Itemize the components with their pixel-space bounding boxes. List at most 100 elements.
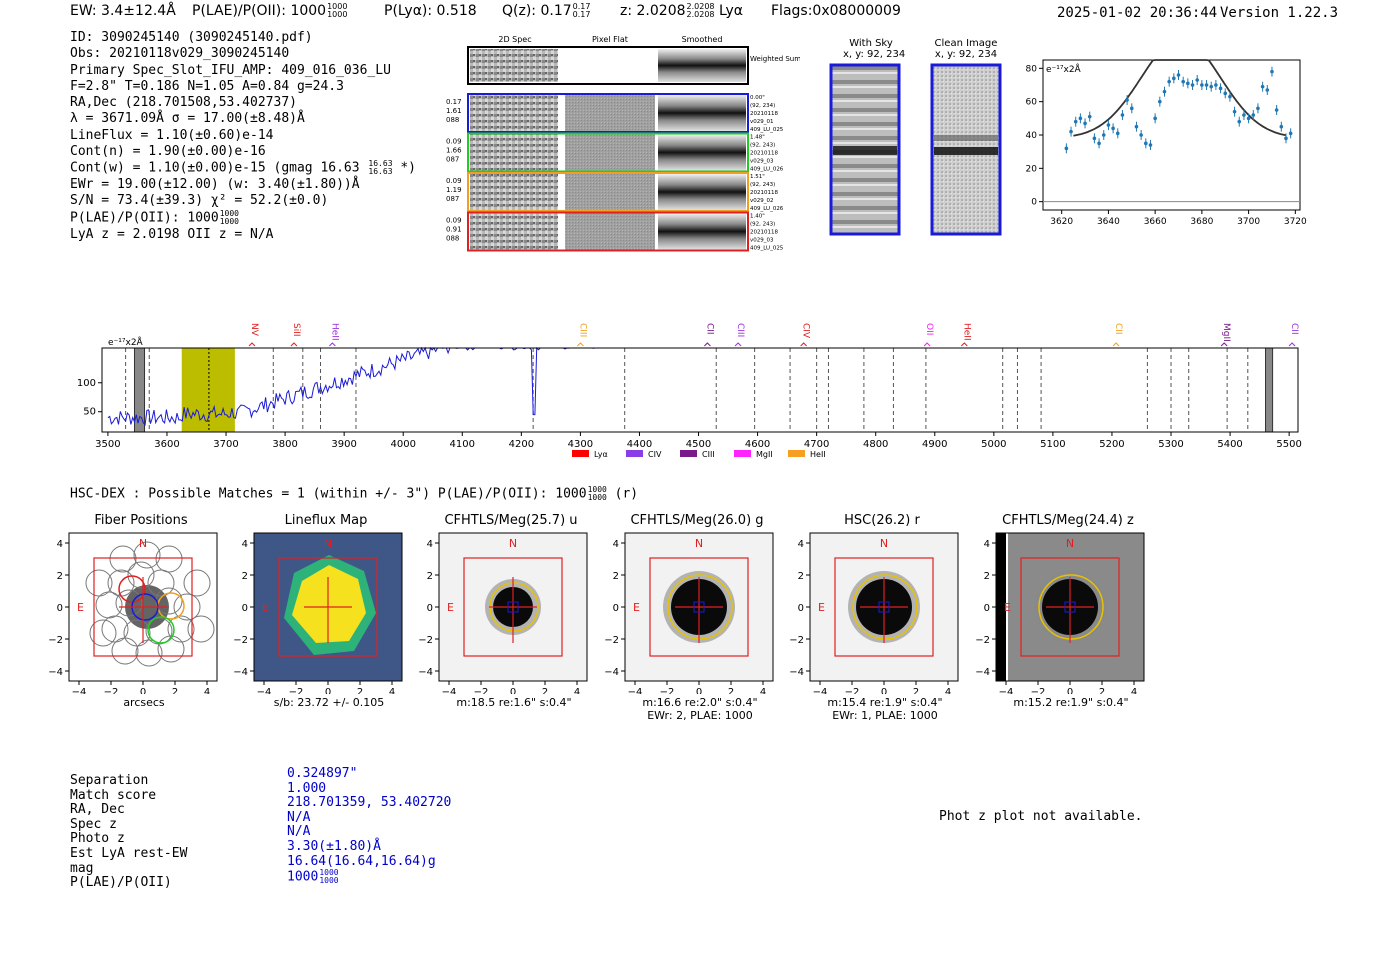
- panel-ytick-label-2-4: −4: [418, 667, 433, 678]
- clean-image-band: [934, 135, 998, 141]
- match-value-specz: N/A: [287, 809, 311, 825]
- panel-ytick-label-0-0: 4: [57, 539, 63, 550]
- match-value-photoz: N/A: [287, 824, 311, 840]
- zoom-point-6: [1092, 136, 1097, 141]
- cutout-right-3-0: 1.40": [750, 214, 765, 220]
- zoom-point-10: [1111, 126, 1115, 131]
- cutout-smooth-0: [658, 95, 746, 131]
- full-spectrum-chart: NV SiII HeII CIII CII CIII CIV OII HeII CII MgII CI…: [77, 323, 1302, 459]
- spectrum-xtick-label-0: 3500: [95, 439, 120, 450]
- spectrum-xtick-label-12: 4700: [804, 439, 829, 450]
- spectrum-xtick-label-2: 3700: [213, 439, 238, 450]
- spectrum-line-label-3: CIII: [577, 323, 587, 337]
- panel-xtick-label-5-2: 0: [1067, 687, 1073, 694]
- panel-ytick-label-4-4: −4: [789, 667, 804, 678]
- aperture-box-5: [1020, 557, 1120, 657]
- panel-title-0: Fiber Positions: [94, 513, 188, 528]
- panel-4: N E −4 −2 0 2 4 4 2 0 −2 −4: [789, 532, 959, 694]
- cutout-left-0-0: 0.17: [446, 98, 462, 106]
- spectrum-line-marker-0: [248, 342, 256, 347]
- zoom-point-2: [1073, 119, 1078, 124]
- panel-xtick-label-2-3: 2: [542, 687, 548, 694]
- panel-xtick-label-4-3: 2: [913, 687, 919, 694]
- photz-message: Phot z plot not available.: [939, 809, 1143, 824]
- cutout-right-0-0: 0.00": [750, 95, 765, 101]
- header-z-line: Lyα: [718, 3, 743, 19]
- spectrum-xtick-label-9: 4400: [627, 439, 652, 450]
- panel-xtick-label-3-2: 0: [696, 687, 702, 694]
- zoom-xtick-label-2: 3660: [1144, 217, 1167, 227]
- match-labels: Separation Match score RA, Dec Spec z Ph…: [70, 773, 188, 891]
- zoom-point-31: [1209, 84, 1214, 89]
- zoom-point-18: [1148, 143, 1153, 147]
- cutout-right-3-4: 409_LU_025: [750, 246, 784, 252]
- cutout-col-smoothed: Smoothed: [682, 35, 723, 44]
- panel-xtick-label-1-0: −4: [257, 687, 272, 694]
- cutout-right-1-4: 409_LU_026: [750, 167, 784, 173]
- zoom-point-28: [1195, 78, 1199, 82]
- panel-xtick-label-0-0: −4: [72, 687, 87, 694]
- zoom-point-23: [1172, 76, 1176, 81]
- panel-ytick-label-4-2: 0: [798, 603, 804, 614]
- spectrum-line-marker-8: [960, 342, 968, 347]
- fiber-circle-2: [147, 569, 175, 597]
- cutout-frame-3: [467, 211, 749, 252]
- spectrum-ytick-label-1: 100: [77, 378, 96, 389]
- zoom-point-39: [1246, 116, 1251, 121]
- cutout-right-0-4: 409_LU_025: [750, 127, 784, 133]
- panel-sub2-4: EWr: 1, PLAE: 1000: [832, 709, 938, 722]
- with-sky-trace: [833, 146, 897, 155]
- panel-ytick-label-1-3: −2: [233, 635, 248, 646]
- info-params: F=2.8" T=0.186 N=1.05 A=0.84 g=24.3: [70, 78, 344, 94]
- north-label-2: N: [509, 537, 517, 550]
- cutout-right-1-1: (92, 243): [750, 143, 775, 149]
- cutout-right-1-3: v029_03: [750, 159, 774, 165]
- match-label-separation: Separation: [70, 773, 149, 788]
- cutout-flat-2: [565, 174, 655, 210]
- center-box-4: [878, 601, 890, 613]
- zoom-point-35: [1228, 94, 1232, 99]
- clean-image-xy: x, y: 92, 234: [934, 49, 998, 60]
- panel-ytick-label-0-4: −4: [48, 667, 63, 678]
- panel-xtick-label-0-1: −2: [104, 687, 119, 694]
- zoom-point-36: [1232, 109, 1237, 114]
- panel-ytick-label-0-2: 0: [57, 603, 63, 614]
- panel-ytick-label-5-0: 4: [984, 539, 990, 550]
- north-label-5: N: [1066, 537, 1074, 550]
- panel-sub-1: s/b: 23.72 +/- 0.105: [273, 696, 385, 709]
- zoom-point-11: [1115, 131, 1120, 136]
- zoom-frame: [1042, 59, 1301, 211]
- panel-xtick-label-5-4: 4: [1131, 687, 1137, 694]
- cutout-right-1-2: 20210118: [750, 151, 778, 157]
- panel-ytick-label-2-3: −2: [418, 635, 433, 646]
- weighted-sum-smoothed: [658, 49, 746, 82]
- panel-ytick-label-4-3: −2: [789, 635, 804, 646]
- info-contw: Cont(w) = 1.10(±0.00)e-15 (gmag 16.63 16…: [70, 160, 416, 177]
- fiber-circle-16: [85, 569, 113, 597]
- spectrum-line-marker-4: [704, 342, 711, 347]
- fiber-circle-10: [167, 615, 195, 643]
- header-z: z: 2.0208 2.0208 2.0208 Lyα: [620, 3, 743, 20]
- source-ellipse-3: [667, 574, 733, 640]
- panel-xtick-label-3-0: −4: [628, 687, 643, 694]
- spectrum-xtick-label-4: 3900: [331, 439, 356, 450]
- panel-xtick-label-1-1: −2: [289, 687, 304, 694]
- panel-xtick-label-4-1: −2: [845, 687, 860, 694]
- legend-swatch-1: [626, 450, 643, 457]
- detection-info: ID: 3090245140 (3090245140.pdf) Obs: 202…: [70, 30, 416, 243]
- panel-sub-5: m:15.2 re:1.9" s:0.4": [1013, 696, 1129, 709]
- legend-swatch-2: [680, 450, 697, 457]
- spectrum-highlight-band: [181, 348, 235, 432]
- match-label-mag: mag: [70, 860, 94, 876]
- fiber-green: [147, 616, 175, 644]
- zoom-point-8: [1101, 133, 1106, 137]
- spectrum-line-label-11: CII: [1289, 323, 1299, 335]
- info-contw-end: *): [400, 160, 416, 176]
- zoom-point-16: [1139, 133, 1143, 137]
- spectrum-line-label-6: CIV: [801, 323, 811, 339]
- match-label-ew: Est LyA rest-EW: [70, 845, 188, 861]
- panel-xtick-label-5-0: −4: [999, 687, 1014, 694]
- fiber-circle-15: [187, 615, 215, 643]
- spectrum-xtick-label-7: 4200: [509, 439, 534, 450]
- hsc-title-end: (r): [614, 486, 639, 502]
